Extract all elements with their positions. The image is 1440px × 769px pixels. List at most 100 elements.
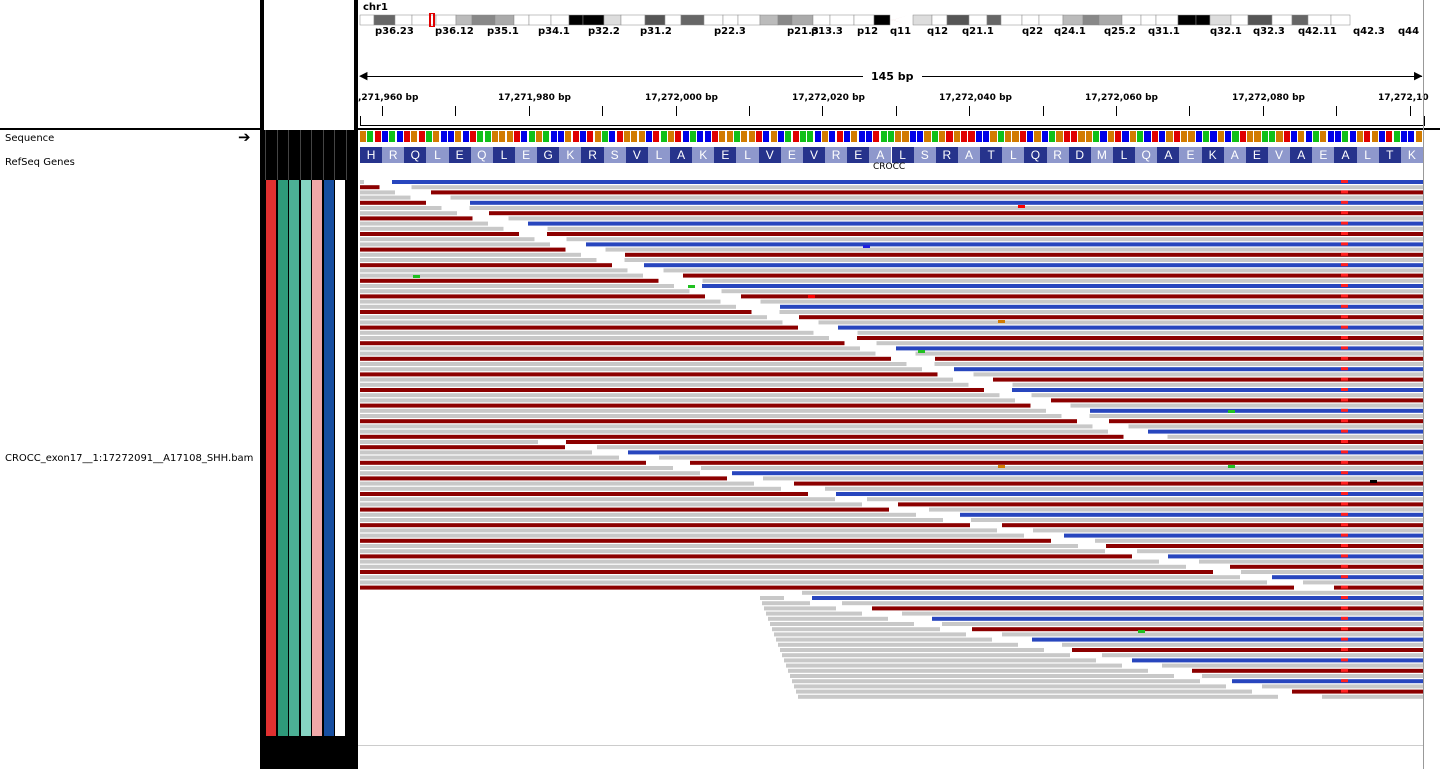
mismatch-base [1341, 377, 1348, 381]
read [876, 341, 1423, 346]
cytoband [582, 14, 605, 26]
track-name-sequence[interactable]: Sequence [5, 133, 55, 144]
attribute-column-divider [299, 130, 301, 180]
amino-acid: L [426, 147, 449, 163]
base-G [1415, 131, 1422, 142]
sample-attribute-strip[interactable] [300, 180, 311, 736]
alignment-reads[interactable] [358, 180, 1428, 745]
attribute-footer-black [264, 736, 354, 769]
ruler-tick [822, 106, 824, 116]
base-G [1012, 131, 1019, 142]
cytoband [471, 14, 496, 26]
mismatch-base [413, 275, 420, 278]
read [360, 492, 808, 496]
read [798, 694, 1278, 699]
base-G [953, 131, 960, 142]
ruler-bar [360, 116, 1425, 126]
data-panel: chr1 p36.23 p36.12 p35.1 p34.1 p32.2 p31.2 p22… [358, 0, 1440, 769]
sample-attribute-strip[interactable] [277, 180, 288, 736]
sample-attribute-strip[interactable] [289, 180, 299, 736]
read [360, 424, 1093, 429]
cytoband-label: p34.1 [538, 26, 570, 37]
read [360, 336, 829, 340]
read [625, 252, 1423, 257]
mismatch-base [1341, 367, 1348, 371]
cytoband [946, 14, 970, 26]
sample-attribute-strip[interactable] [323, 180, 334, 736]
cytoband [664, 14, 682, 26]
read [360, 398, 1015, 403]
track-name-bam[interactable]: CROCC_exon17__1:17272091__A17108_SHH.bam [5, 453, 254, 464]
read [1031, 393, 1423, 398]
mismatch-base [1341, 315, 1348, 319]
current-region-marker[interactable] [429, 13, 435, 27]
cytoband [931, 14, 948, 26]
mismatch-base [1341, 481, 1348, 485]
strand-arrow-icon[interactable]: ➔ [238, 128, 251, 146]
read [659, 455, 1423, 460]
cytoband [912, 14, 933, 26]
amino-acid: A [1334, 147, 1357, 163]
amino-acid: V [1267, 147, 1291, 163]
base-G [741, 131, 748, 142]
amino-acid: E [714, 147, 737, 163]
base-G [1085, 131, 1092, 142]
base-G [1188, 131, 1195, 142]
read [702, 284, 1423, 288]
ruler-tick [895, 106, 897, 116]
base-A [1203, 131, 1210, 142]
panel-bottom-line [358, 745, 1423, 746]
sample-attribute-strip[interactable] [335, 180, 345, 736]
base-C [1144, 131, 1151, 142]
mismatch-base [1341, 575, 1348, 579]
ruler-tick-label: 17,272,040 bp [939, 93, 1012, 103]
cytoband [737, 14, 761, 26]
sample-attribute-strip[interactable] [312, 180, 322, 736]
mismatch-base [1341, 252, 1348, 256]
mismatch-base [1341, 273, 1348, 277]
base-T [968, 131, 975, 142]
read [360, 512, 916, 517]
read [1137, 549, 1423, 554]
base-C [609, 131, 616, 142]
cytoband-label: q25.2 [1104, 26, 1136, 37]
gene-name-label[interactable]: CROCC [873, 162, 906, 172]
read [818, 320, 1423, 325]
cytoband [829, 14, 855, 26]
base-T [946, 131, 953, 142]
read [721, 289, 1423, 294]
mismatch-base [1341, 304, 1348, 308]
read [972, 627, 1423, 632]
cytoband [1098, 14, 1123, 26]
read [1002, 632, 1423, 637]
sequence-track[interactable] [360, 131, 1423, 142]
base-G [1320, 131, 1327, 142]
cytoband [359, 14, 375, 26]
cytoband [853, 14, 875, 26]
read [360, 278, 659, 283]
base-C [381, 131, 389, 142]
read [690, 460, 1423, 465]
read [760, 596, 784, 600]
attribute-column-divider [288, 130, 289, 180]
read [411, 185, 1423, 190]
read [1072, 648, 1423, 652]
chromosome-ideogram[interactable] [358, 13, 1428, 27]
read [360, 580, 1267, 585]
read [528, 221, 1423, 226]
base-G [748, 131, 755, 142]
mismatch-base [1341, 180, 1348, 183]
base-C [1327, 131, 1334, 142]
mismatch-base [1341, 398, 1348, 402]
track-name-refseq-genes[interactable]: RefSeq Genes [5, 157, 75, 168]
sample-attribute-strips [264, 180, 354, 736]
read [360, 200, 426, 205]
chromosome-name[interactable]: chr1 [363, 2, 388, 13]
sample-attribute-strip[interactable] [266, 180, 276, 736]
read [780, 648, 1044, 652]
ruler-tick-label: 17,271,980 bp [498, 93, 571, 103]
read [766, 611, 862, 616]
read [778, 642, 1018, 647]
base-C [1401, 131, 1408, 142]
